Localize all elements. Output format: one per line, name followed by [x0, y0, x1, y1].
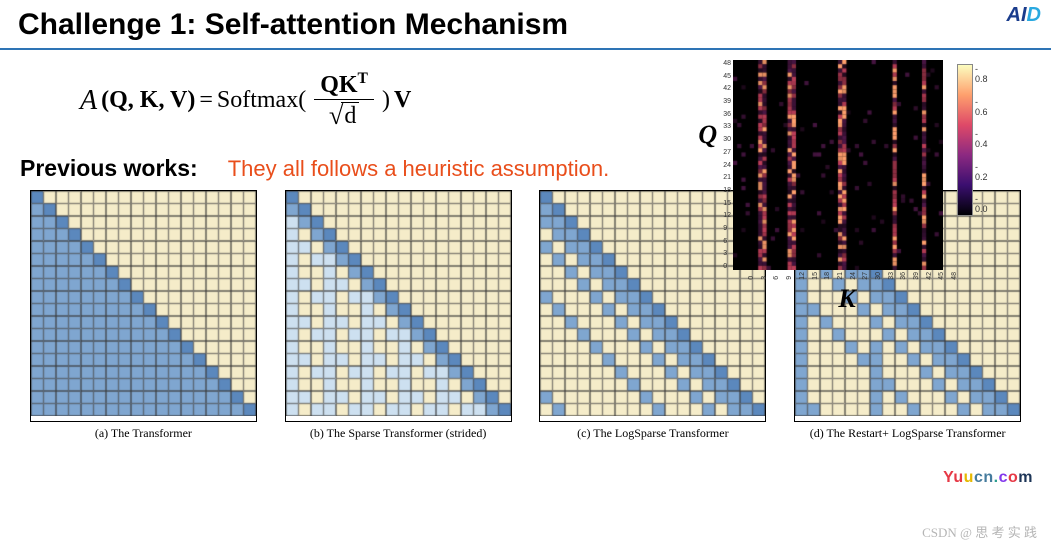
- formula-v: V: [394, 87, 411, 114]
- heuristic-note: They all follows a heuristic assumption.: [228, 156, 610, 182]
- formula-denominator: d: [323, 100, 365, 131]
- corner-logo: AID: [1007, 4, 1041, 27]
- heatmap-yticks: 484542393633302724211815129630: [723, 60, 731, 270]
- heatmap-area: 484542393633302724211815129630 - 0.8- 0.…: [723, 60, 971, 270]
- previous-works-label: Previous works:: [20, 155, 198, 182]
- formula-sqrt: d: [329, 100, 359, 131]
- formula-qk: QK: [320, 72, 357, 98]
- formula-eq: =: [199, 87, 213, 114]
- pattern-caption: (b) The Sparse Transformer (strided): [310, 426, 486, 441]
- pattern-caption: (d) The Restart+ LogSparse Transformer: [810, 426, 1006, 441]
- slide-title: Challenge 1: Self-attention Mechanism: [0, 0, 1051, 48]
- formula-fraction: QKT d: [314, 70, 374, 131]
- formula-transpose: T: [358, 70, 368, 87]
- attention-formula: A (Q, K, V) = Softmax( QKT d ) V: [80, 70, 411, 131]
- logo-part-b: D: [1027, 4, 1041, 26]
- heatmap-wrap: 484542393633302724211815129630 - 0.8- 0.…: [723, 60, 971, 314]
- formula-script-a: A: [80, 85, 97, 117]
- logo-part-a: AI: [1007, 4, 1027, 26]
- formula-numerator: QKT: [314, 70, 374, 100]
- formula-d: d: [341, 102, 359, 130]
- k-axis-label: K: [838, 284, 855, 314]
- colorbar: - 0.8- 0.6- 0.4- 0.2- 0.0: [957, 64, 971, 216]
- formula-fn: Softmax(: [217, 87, 306, 114]
- heatmap-xticks: 036912151821242730333639424548: [748, 272, 958, 280]
- colorbar-ticks: - 0.8- 0.6- 0.4- 0.2- 0.0: [975, 64, 988, 214]
- pattern-grid: [30, 190, 257, 422]
- pattern-transformer: (a) The Transformer: [30, 190, 257, 441]
- pattern-sparse-strided: (b) The Sparse Transformer (strided): [285, 190, 512, 441]
- pattern-caption: (c) The LogSparse Transformer: [577, 426, 728, 441]
- pattern-caption: (a) The Transformer: [95, 426, 192, 441]
- formula-args: (Q, K, V): [101, 87, 195, 114]
- heatmap-canvas: [733, 60, 943, 270]
- q-axis-label: Q: [698, 120, 717, 150]
- attention-heatmap-block: Q 484542393633302724211815129630 - 0.8- …: [698, 60, 971, 314]
- colorbar-gradient: [957, 64, 973, 216]
- watermark-yuucn: Yuucn.com: [943, 469, 1033, 487]
- pattern-grid: [285, 190, 512, 422]
- watermark-csdn: CSDN @ 思 考 实 践: [922, 522, 1037, 541]
- formula-close: ): [382, 87, 390, 114]
